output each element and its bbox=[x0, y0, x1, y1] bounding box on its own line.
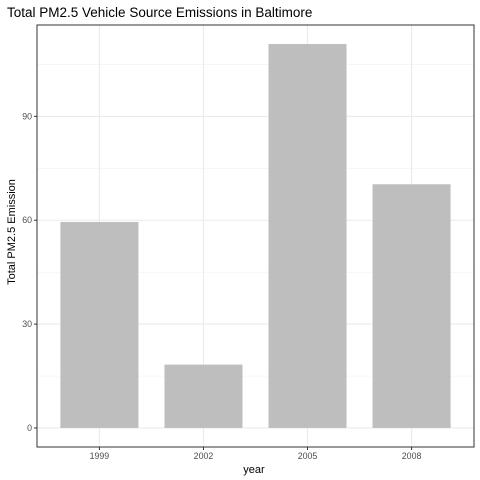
x-tick-label: 1999 bbox=[90, 451, 110, 461]
bar-1999 bbox=[60, 221, 139, 428]
x-tick-label: 2002 bbox=[194, 451, 214, 461]
bar-2002 bbox=[164, 364, 243, 428]
y-tick-label: 30 bbox=[22, 319, 32, 329]
y-tick-label: 90 bbox=[22, 111, 32, 121]
x-axis: 1999 2002 2005 2008 bbox=[90, 447, 422, 461]
chart-title: Total PM2.5 Vehicle Source Emissions in … bbox=[7, 5, 312, 20]
bar-2008 bbox=[372, 184, 451, 428]
y-tick-label: 60 bbox=[22, 215, 32, 225]
bars bbox=[60, 44, 451, 428]
y-axis: 0 30 60 90 bbox=[22, 111, 37, 433]
x-tick-label: 2008 bbox=[402, 451, 422, 461]
x-tick-label: 2005 bbox=[298, 451, 318, 461]
y-tick-label: 0 bbox=[27, 423, 32, 433]
bar-2005 bbox=[268, 44, 347, 428]
panel-border bbox=[36, 24, 475, 448]
y-axis-title: Total PM2.5 Emission bbox=[6, 179, 18, 285]
x-axis-title: year bbox=[243, 464, 265, 476]
